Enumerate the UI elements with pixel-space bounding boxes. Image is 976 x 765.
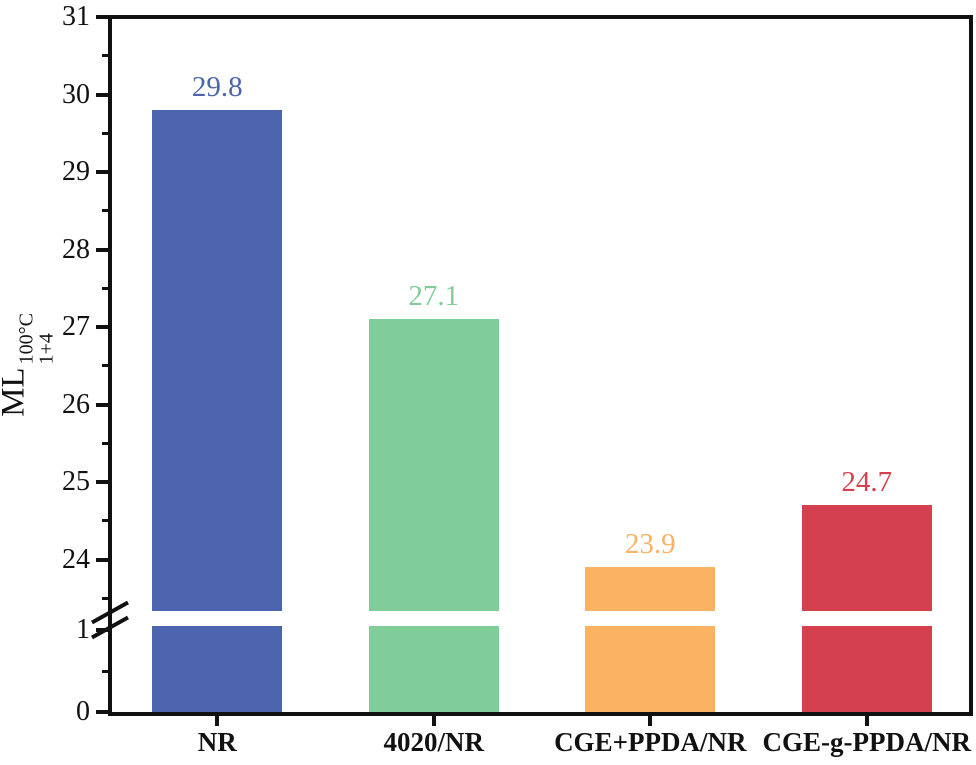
y-axis-tick-label: 25 [62, 466, 90, 497]
y-axis-tick-label: 24 [62, 543, 90, 575]
y-axis-minor-tick [102, 596, 110, 600]
y-axis-major-tick [96, 402, 110, 407]
y-axis-minor-tick [102, 54, 110, 58]
y-axis-minor-tick [102, 441, 110, 445]
x-axis-tick [864, 712, 869, 726]
axis-break-gap-stripe [114, 611, 967, 626]
y-axis-minor-tick [102, 669, 110, 673]
bar-CGE-g-PPDA/NR [801, 505, 932, 712]
x-axis-category-label: NR [197, 727, 237, 757]
x-axis-tick [431, 712, 436, 726]
bar-value-label: 24.7 [841, 466, 893, 499]
plot-area-border [108, 15, 973, 716]
bar-4020/NR [368, 319, 499, 712]
y-axis-major-tick [96, 325, 110, 329]
y-axis-minor-tick [102, 519, 110, 523]
y-axis-minor-tick [102, 364, 110, 368]
y-axis-major-tick [96, 170, 110, 174]
y-axis-major-tick [96, 628, 110, 632]
y-axis-tick-label: 30 [62, 78, 90, 110]
y-axis-major-tick [96, 15, 110, 19]
y-axis-major-tick [96, 557, 110, 562]
bar-CGE+PPDA/NR [585, 567, 716, 712]
y-axis-tick-label: 31 [62, 1, 90, 32]
x-axis-category-label: CGE+PPDA/NR [554, 727, 747, 757]
x-axis-tick [215, 712, 220, 726]
y-axis-tick-label: 27 [62, 311, 90, 342]
bar-value-label: 27.1 [408, 280, 460, 313]
x-axis-category-label: CGE-g-PPDA/NR [762, 727, 971, 757]
bar-value-label: 23.9 [624, 528, 676, 561]
x-axis-category-label: 4020/NR [383, 727, 485, 757]
y-axis-major-tick [96, 710, 110, 714]
x-axis-tick [648, 712, 653, 726]
y-axis-tick-label: 0 [76, 696, 90, 727]
y-axis-tick-label: 29 [62, 156, 90, 187]
y-axis-minor-tick [102, 286, 110, 290]
y-axis-major-tick [96, 247, 110, 252]
y-axis-minor-tick [102, 209, 110, 213]
y-axis-tick-label: 26 [62, 388, 90, 420]
y-axis-tick-label: 28 [62, 233, 90, 265]
y-axis-major-tick [96, 480, 110, 484]
y-axis-tick-label: 1 [76, 614, 90, 645]
bar-value-label: 29.8 [191, 71, 243, 103]
y-axis-minor-tick [102, 131, 110, 135]
y-axis-major-tick [96, 92, 110, 97]
